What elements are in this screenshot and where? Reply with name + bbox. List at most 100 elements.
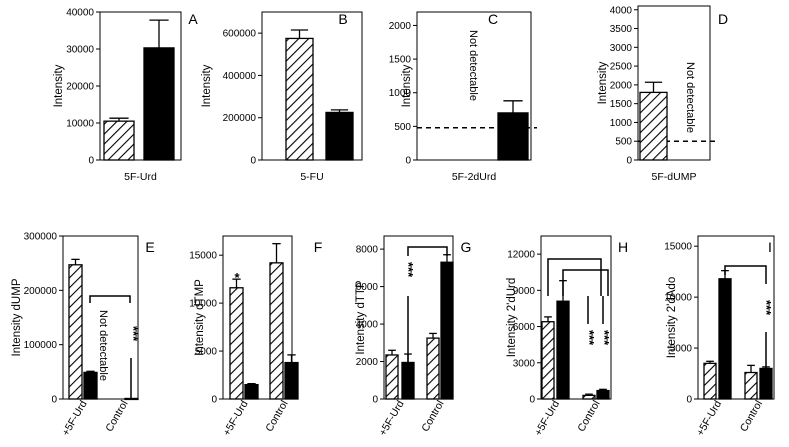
bar: [285, 37, 314, 161]
bar: [541, 321, 555, 400]
y-tick-label: 100000: [24, 340, 58, 351]
y-axis-label: Intensity: [201, 64, 213, 107]
y-tick-label: 300000: [24, 232, 58, 243]
y-tick-label: 8000: [356, 245, 379, 256]
bar: [284, 361, 299, 400]
y-tick-label: 0: [626, 156, 632, 167]
significance-bracket: [407, 246, 448, 256]
y-axis-label: Intensity dTTP: [355, 280, 367, 354]
y-tick-label: 20000: [66, 82, 94, 93]
bar: [83, 371, 98, 400]
bar: [718, 278, 732, 400]
y-tick-label: 40000: [66, 8, 94, 19]
category-label: 5F-2dUrd: [452, 171, 497, 183]
category-label: 5-FU: [300, 171, 323, 183]
panel-letter: C: [488, 11, 498, 27]
y-axis-label: Intensity 2'dAdo: [666, 277, 678, 358]
y-tick-label: 3000: [513, 358, 536, 369]
y-tick-label: 2500: [610, 62, 633, 73]
y-tick-label: 200000: [24, 286, 58, 297]
y-tick-label: 0: [88, 156, 94, 167]
category-label: Control: [738, 399, 765, 434]
y-tick-label: 4000: [610, 5, 633, 16]
bar: [385, 354, 399, 400]
y-axis-label: Intensity 2'dUrd: [506, 278, 518, 358]
significance-label: *: [234, 270, 240, 285]
y-tick-label: 500: [615, 137, 632, 148]
panel-d: 0 500 1000 1500 2000 2500 3000 3500 4000 Intensit…: [597, 5, 728, 183]
y-tick-label: 15000: [189, 251, 217, 262]
panel-letter: E: [145, 239, 154, 255]
y-tick-label: 0: [405, 156, 411, 167]
y-tick-label: 2000: [389, 21, 412, 32]
significance-bracket: [89, 295, 131, 303]
not-detectable-label: Not detectable: [467, 30, 479, 101]
panel-frame: [637, 5, 711, 161]
y-tick-label: 500: [394, 122, 411, 133]
y-tick-label: 0: [529, 395, 535, 406]
significance-label: ***: [759, 300, 774, 316]
bar: [229, 287, 244, 400]
panel-frame: [416, 11, 532, 161]
y-tick-label: 1500: [610, 99, 633, 110]
bar: [759, 367, 773, 400]
y-tick-label: 600000: [223, 29, 257, 40]
y-tick-label: 1000: [610, 118, 633, 129]
y-tick-label: 30000: [66, 45, 94, 56]
panel-letter: A: [188, 11, 198, 27]
y-tick-label: 10000: [66, 119, 94, 130]
panel-frame: [62, 235, 139, 400]
significance-label: ***: [582, 330, 597, 346]
category-label: Control: [575, 399, 602, 434]
panel-letter: H: [618, 239, 628, 255]
y-tick-label: 1000: [389, 88, 412, 99]
bar: [269, 262, 284, 400]
category-label: 5F-dUMP: [652, 171, 697, 183]
y-tick-label: 1500: [389, 55, 412, 66]
y-tick-label: 0: [686, 395, 692, 406]
panel-frame: [540, 235, 612, 400]
y-tick-label: 9000: [513, 286, 536, 297]
y-tick-label: 0: [211, 395, 217, 406]
bar: [426, 337, 440, 400]
bar: [440, 261, 454, 400]
bar: [68, 264, 83, 400]
not-detectable-label: Not detectable: [97, 310, 109, 381]
bar: [143, 47, 175, 161]
bar: [582, 394, 596, 400]
panel-b: 0 200000 400000 600000 Intensity B 5-FU: [201, 11, 363, 183]
y-tick-label: 3500: [610, 24, 633, 35]
significance-label: ***: [126, 326, 141, 342]
panel-g: 0 2000 4000 6000 8000 Intensity dTTP G +5F-Urd C…: [355, 235, 471, 438]
y-tick-label: 5000: [195, 347, 218, 358]
category-label: Control: [419, 399, 446, 434]
bar: [703, 362, 717, 400]
bar: [124, 397, 139, 401]
category-label: Control: [103, 399, 130, 434]
y-tick-label: 2000: [610, 80, 633, 91]
y-tick-label: 0: [372, 395, 378, 406]
y-tick-label: 15000: [664, 242, 692, 253]
bar: [325, 111, 354, 161]
category-label: +5F-Urd: [694, 398, 724, 438]
panel-f: 0 5000 10000 15000 Intensity dTMP F +5F-Urd Con…: [189, 235, 322, 438]
bar: [744, 371, 758, 400]
y-tick-label: 5000: [670, 344, 693, 355]
category-label: +5F-Urd: [377, 398, 407, 438]
y-tick-label: 6000: [356, 282, 379, 293]
bar: [497, 112, 529, 161]
category-label: +5F-Urd: [532, 398, 562, 438]
y-axis-label: Intensity: [401, 64, 413, 107]
bar: [596, 389, 610, 400]
panel-a: 0 10000 20000 30000 40000 Intensity A 5F-Urd: [53, 8, 198, 184]
y-tick-label: 2000: [356, 357, 379, 368]
panel-frame: [697, 235, 775, 400]
panel-c: 0 500 1000 1500 2000 Intensity C 5F-2dUrd: [389, 11, 537, 183]
category-label: Control: [263, 399, 290, 434]
y-tick-label: 12000: [507, 250, 535, 261]
panel-letter: I: [768, 239, 772, 255]
category-label: +5F-Urd: [60, 398, 90, 438]
significance-bracket: [562, 269, 609, 296]
significance-label: ***: [597, 330, 612, 346]
